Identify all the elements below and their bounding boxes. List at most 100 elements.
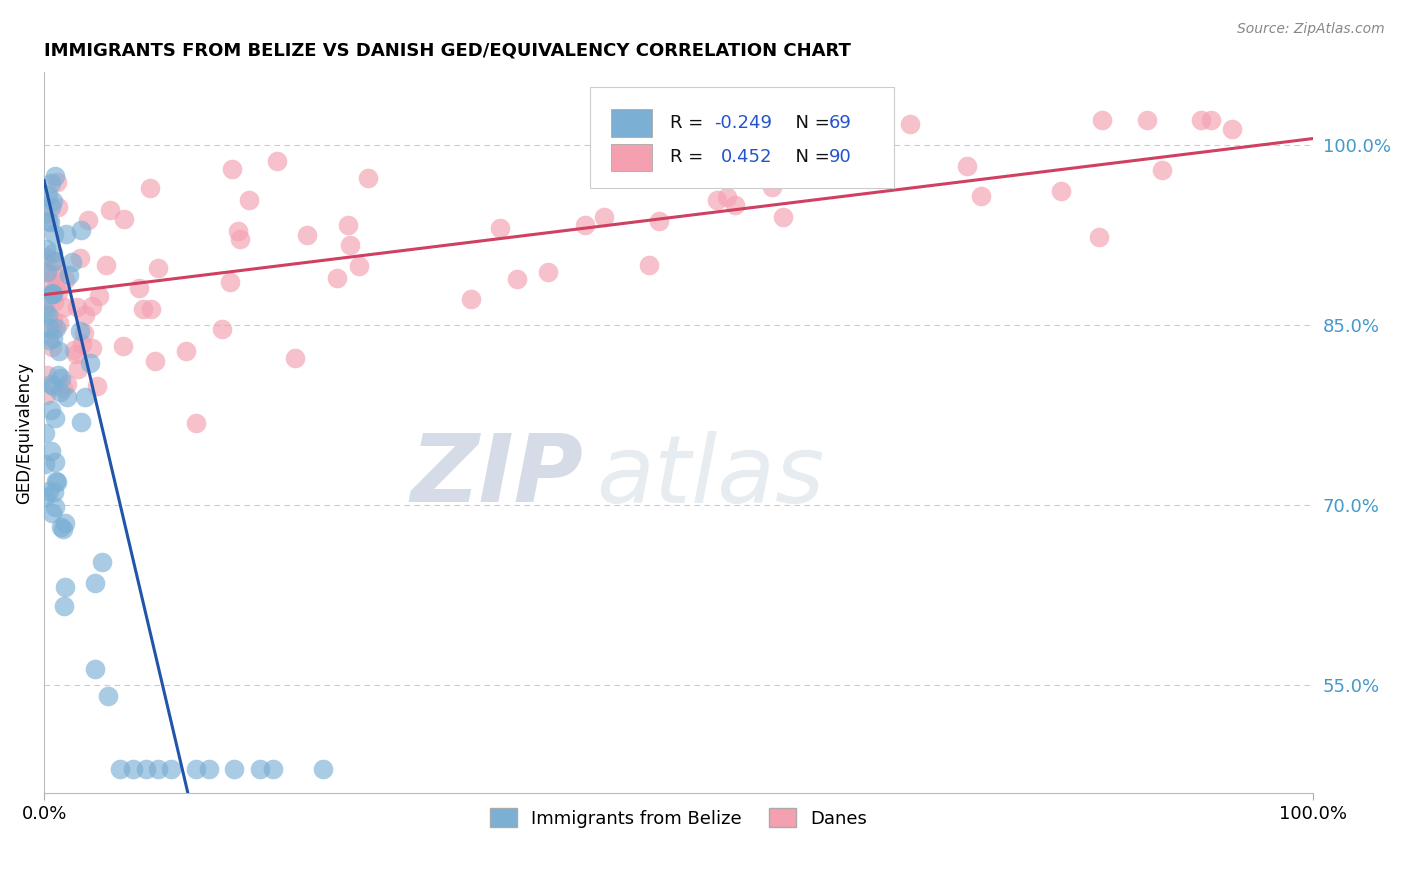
Point <box>41 286 63 301</box>
Point <box>56 390 79 404</box>
Point <box>772 211 794 225</box>
Point <box>52 300 75 314</box>
Point <box>211 322 233 336</box>
Point <box>69 324 91 338</box>
Point <box>42 194 65 208</box>
Point <box>41 506 63 520</box>
Point <box>69 223 91 237</box>
Point <box>73 309 96 323</box>
Point <box>35 250 58 264</box>
Y-axis label: GED/Equivalency: GED/Equivalency <box>15 362 32 504</box>
Point <box>132 301 155 316</box>
Point <box>122 762 145 776</box>
Point <box>761 179 783 194</box>
Point <box>80 341 103 355</box>
Point <box>42 379 65 393</box>
Point <box>65 347 87 361</box>
Point <box>41 286 63 301</box>
Point <box>42 331 65 345</box>
FancyBboxPatch shape <box>612 109 652 136</box>
Point <box>94 258 117 272</box>
Point <box>42 246 65 260</box>
Point <box>34 287 56 301</box>
Text: 69: 69 <box>828 114 851 132</box>
Point <box>184 416 207 430</box>
Point <box>110 762 132 776</box>
Text: N =: N = <box>785 114 835 132</box>
Point <box>38 333 60 347</box>
Point <box>297 228 319 243</box>
Point <box>52 599 75 613</box>
Point <box>37 214 59 228</box>
Point <box>39 403 62 417</box>
Point <box>34 251 56 265</box>
FancyBboxPatch shape <box>591 87 894 188</box>
Point <box>41 340 63 354</box>
Point <box>76 212 98 227</box>
Point <box>98 202 121 217</box>
Point <box>337 218 360 232</box>
Point <box>44 253 66 268</box>
Point <box>34 425 56 440</box>
Point <box>37 308 59 322</box>
Point <box>39 376 62 391</box>
Point <box>53 273 76 287</box>
Point <box>34 268 56 283</box>
Text: ZIP: ZIP <box>411 430 583 522</box>
Point <box>97 689 120 703</box>
Point <box>46 285 69 300</box>
Point <box>970 189 993 203</box>
Point <box>69 251 91 265</box>
Point <box>41 176 63 190</box>
Text: atlas: atlas <box>596 431 824 522</box>
Point <box>83 662 105 676</box>
Point <box>35 243 58 257</box>
Point <box>35 388 58 402</box>
Point <box>506 272 529 286</box>
Point <box>112 212 135 227</box>
Point <box>42 485 65 500</box>
Point <box>112 339 135 353</box>
Point <box>724 198 747 212</box>
Point <box>55 227 77 242</box>
Point <box>160 762 183 776</box>
Point <box>148 260 170 275</box>
Point <box>44 254 66 268</box>
Point <box>716 190 738 204</box>
Point <box>262 762 284 776</box>
Legend: Immigrants from Belize, Danes: Immigrants from Belize, Danes <box>482 801 875 835</box>
Point <box>956 159 979 173</box>
Point <box>44 455 66 469</box>
Point <box>41 286 63 301</box>
Point <box>44 169 66 183</box>
Point <box>1049 184 1071 198</box>
Point <box>66 300 89 314</box>
Point <box>52 523 75 537</box>
Point <box>537 265 560 279</box>
Text: IMMIGRANTS FROM BELIZE VS DANISH GED/EQUIVALENCY CORRELATION CHART: IMMIGRANTS FROM BELIZE VS DANISH GED/EQU… <box>44 42 851 60</box>
Point <box>128 281 150 295</box>
Point <box>730 165 752 179</box>
Point <box>91 555 114 569</box>
Point <box>48 343 70 358</box>
Point <box>83 576 105 591</box>
Point <box>174 344 197 359</box>
Point <box>44 410 66 425</box>
Point <box>229 232 252 246</box>
Point <box>52 381 75 395</box>
Point <box>221 162 243 177</box>
Point <box>42 323 65 337</box>
Point <box>326 270 349 285</box>
Point <box>48 317 70 331</box>
Point <box>284 351 307 365</box>
Point <box>868 113 890 128</box>
Point <box>53 580 76 594</box>
Point <box>1091 113 1114 128</box>
Text: Source: ZipAtlas.com: Source: ZipAtlas.com <box>1237 22 1385 37</box>
Point <box>79 356 101 370</box>
Point <box>357 171 380 186</box>
Point <box>72 326 94 340</box>
Point <box>249 762 271 776</box>
Point <box>53 516 76 530</box>
Point <box>86 379 108 393</box>
